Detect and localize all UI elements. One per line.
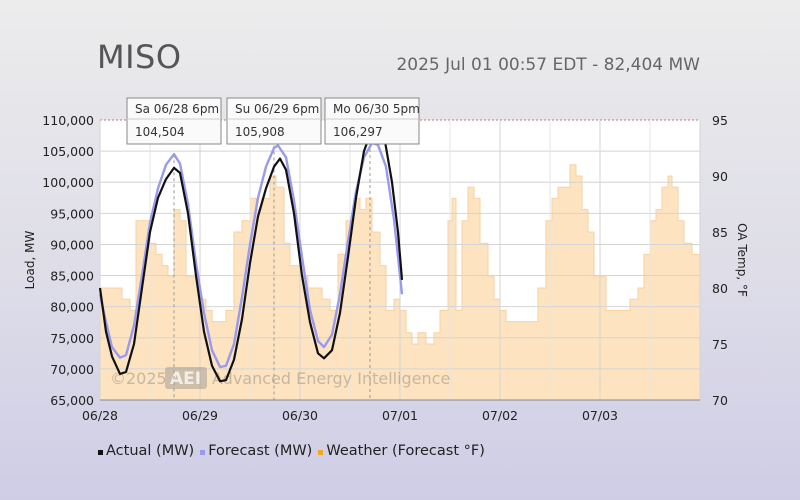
- peak-tooltip-date: Mo 06/30 5pm: [333, 102, 420, 116]
- watermark: ©2025 AEI Advanced Energy Intelligence: [110, 367, 450, 389]
- y-tick-label: 80,000: [50, 300, 94, 315]
- peak-tooltip: [324, 97, 420, 145]
- y-axis-title: Load, MW: [23, 231, 37, 290]
- y2-axis-title: OA Temp, °F: [735, 223, 749, 297]
- peak-tooltip-value: 105,908: [235, 125, 285, 139]
- y-tick-label: 95,000: [50, 206, 94, 221]
- peak-tooltips: Sa 06/28 6pm 104,504 Su 06/29 6pm 105,908 Mo…: [126, 97, 420, 145]
- legend-label: Weather (Forecast °F): [326, 443, 485, 459]
- y2-tick-label: 80: [712, 281, 728, 296]
- axes: 65,000 70,000 75,000 80,000 85,000 90,000 95,0…: [42, 113, 728, 423]
- legend-label: Actual (MW): [106, 443, 195, 459]
- legend-label: Forecast (MW): [208, 443, 313, 459]
- x-tick-label: 07/01: [382, 408, 418, 423]
- legend-swatch: [318, 450, 324, 455]
- watermark-logo-box: [165, 367, 207, 389]
- load-series: [98, 125, 404, 383]
- y2-tick-label: 90: [712, 169, 728, 184]
- x-tick-label: 06/28: [82, 408, 118, 423]
- peak-tooltip: [226, 97, 322, 145]
- peak-tooltip-value: 104,504: [135, 125, 185, 139]
- peak-tooltip: [126, 97, 222, 145]
- page-title: MISO: [97, 38, 182, 76]
- y2-tick-label: 75: [712, 337, 728, 352]
- x-tick-label: 06/30: [282, 408, 318, 423]
- y-tick-label: 110,000: [42, 113, 94, 128]
- y-tick-label: 100,000: [42, 175, 94, 190]
- y-tick-label: 85,000: [50, 269, 94, 284]
- legend-item[interactable]: Forecast (MW): [200, 443, 312, 459]
- status-text: 2025 Jul 01 00:57 EDT - 82,404 MW: [396, 55, 700, 75]
- legend-item[interactable]: Actual (MW): [98, 443, 194, 459]
- y2-tick-label: 95: [712, 113, 728, 128]
- x-tick-label: 07/02: [482, 408, 518, 423]
- peak-markers: [173, 143, 371, 400]
- y-tick-label: 105,000: [42, 144, 94, 159]
- x-tick-label: 07/03: [582, 408, 618, 423]
- x-tick-label: 06/29: [182, 408, 218, 423]
- y-tick-label: 90,000: [50, 237, 94, 252]
- watermark-logo: AEI: [170, 369, 201, 389]
- peak-tooltip-date: Su 06/29 6pm: [235, 102, 319, 116]
- watermark-copyright: ©2025: [110, 369, 167, 388]
- legend: Actual (MW) Forecast (MW) Weather (Forecas…: [98, 443, 485, 459]
- y2-tick-label: 85: [712, 225, 728, 240]
- legend-swatch: [200, 450, 206, 455]
- y-tick-label: 70,000: [50, 362, 94, 377]
- legend-item[interactable]: Weather (Forecast °F): [318, 443, 485, 459]
- y-tick-label: 75,000: [50, 331, 94, 346]
- watermark-company: Advanced Energy Intelligence: [212, 369, 450, 388]
- actual-line: [98, 125, 404, 383]
- y-tick-label: 65,000: [50, 393, 94, 408]
- peak-tooltip-value: 106,297: [333, 125, 383, 139]
- peak-tooltip-date: Sa 06/28 6pm: [135, 102, 219, 116]
- y2-tick-label: 70: [712, 393, 728, 408]
- legend-swatch: [98, 450, 103, 455]
